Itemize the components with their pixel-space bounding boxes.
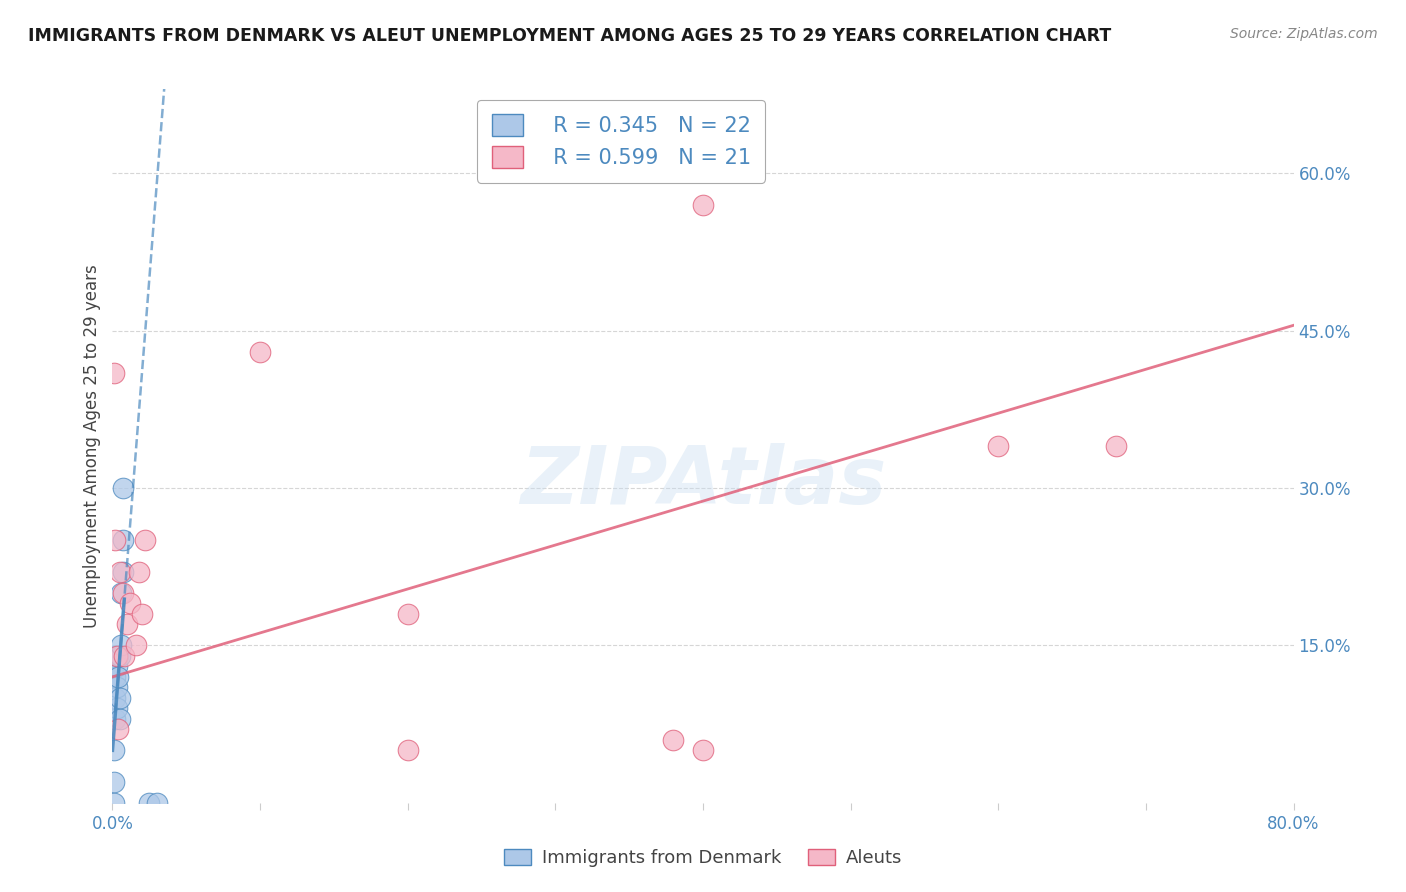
Text: ZIPAtlas: ZIPAtlas bbox=[520, 442, 886, 521]
Point bbox=[134, 533, 156, 548]
Legend: Immigrants from Denmark, Aleuts: Immigrants from Denmark, Aleuts bbox=[496, 841, 910, 874]
Point bbox=[110, 586, 132, 600]
Point bbox=[987, 439, 1010, 453]
Point bbox=[105, 648, 128, 663]
Point bbox=[107, 670, 129, 684]
Legend:   R = 0.345   N = 22,   R = 0.599   N = 21: R = 0.345 N = 22, R = 0.599 N = 21 bbox=[477, 100, 765, 183]
Point bbox=[103, 796, 125, 810]
Point bbox=[117, 617, 138, 632]
Point bbox=[131, 607, 153, 621]
Point bbox=[104, 712, 127, 726]
Point bbox=[111, 481, 134, 495]
Point bbox=[104, 648, 127, 663]
Point bbox=[396, 607, 419, 621]
Point bbox=[104, 670, 127, 684]
Point bbox=[111, 533, 134, 548]
Text: IMMIGRANTS FROM DENMARK VS ALEUT UNEMPLOYMENT AMONG AGES 25 TO 29 YEARS CORRELAT: IMMIGRANTS FROM DENMARK VS ALEUT UNEMPLO… bbox=[28, 27, 1111, 45]
Point bbox=[662, 732, 685, 747]
Point bbox=[692, 197, 714, 211]
Point bbox=[692, 743, 714, 757]
Point bbox=[105, 659, 128, 673]
Y-axis label: Unemployment Among Ages 25 to 29 years: Unemployment Among Ages 25 to 29 years bbox=[83, 264, 101, 628]
Point bbox=[138, 796, 160, 810]
Point bbox=[104, 690, 127, 705]
Point bbox=[105, 681, 128, 695]
Point bbox=[396, 743, 419, 757]
Point bbox=[108, 648, 131, 663]
Point bbox=[111, 565, 134, 579]
Point bbox=[1105, 439, 1128, 453]
Point bbox=[103, 366, 125, 380]
Point bbox=[107, 648, 129, 663]
Point bbox=[110, 639, 132, 653]
Point bbox=[249, 344, 271, 359]
Point bbox=[125, 639, 148, 653]
Point bbox=[108, 712, 131, 726]
Point bbox=[105, 701, 128, 715]
Point bbox=[146, 796, 169, 810]
Point bbox=[108, 565, 131, 579]
Text: Source: ZipAtlas.com: Source: ZipAtlas.com bbox=[1230, 27, 1378, 41]
Point bbox=[104, 533, 127, 548]
Point bbox=[112, 648, 135, 663]
Point bbox=[111, 586, 134, 600]
Point bbox=[103, 743, 125, 757]
Point bbox=[120, 596, 142, 610]
Point bbox=[108, 690, 131, 705]
Point bbox=[107, 723, 129, 737]
Point bbox=[128, 565, 150, 579]
Point bbox=[103, 774, 125, 789]
